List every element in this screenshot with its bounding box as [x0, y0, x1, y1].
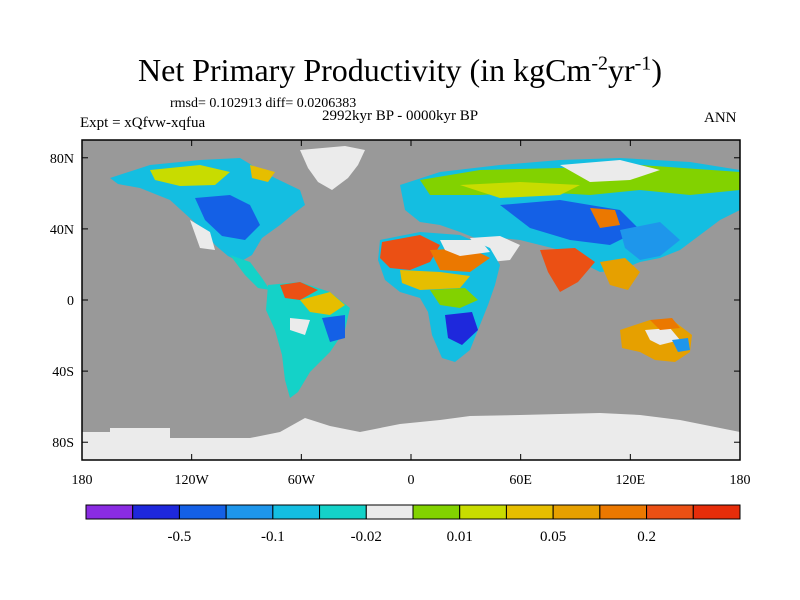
middle-east: [470, 236, 520, 262]
sahara-light: [440, 240, 490, 256]
lon-tick-label: 180: [72, 473, 93, 488]
east-asia: [620, 222, 680, 260]
eurasia-red-pocket: [590, 208, 620, 228]
latitude-axis: 80N 40N 0 40S 80S: [50, 152, 740, 451]
stats-line: rmsd= 0.102913 diff= 0.0206383: [170, 96, 356, 112]
colorbar-swatch: [412, 504, 461, 520]
colorbar-swatch: [319, 504, 367, 520]
greenland: [300, 146, 365, 190]
australia-blue: [672, 338, 690, 352]
na-yellow-north: [250, 165, 275, 182]
colorbar-label: -0.02: [351, 529, 382, 545]
africa-blue-south: [445, 312, 478, 345]
colorbar-swatch: [552, 504, 601, 520]
lat-tick-label: 80S: [52, 436, 74, 451]
lon-tick-label: 180: [730, 473, 751, 488]
colorbar-label: 0.2: [637, 529, 656, 545]
eurasia-light-north: [560, 160, 660, 182]
se-asia: [600, 258, 640, 290]
lon-tick-label: 120E: [616, 473, 646, 488]
experiment-label: Expt = xQfvw-xqfua: [80, 115, 206, 131]
diff-value: 0.0206383: [296, 96, 357, 111]
colorbar-swatch: [178, 504, 227, 520]
lat-tick-label: 40S: [52, 365, 74, 380]
title-exponent-2: -1: [634, 52, 652, 75]
lon-tick-label: 60W: [288, 473, 316, 488]
title-suffix: ): [651, 52, 662, 88]
colorbar-swatch: [599, 504, 648, 520]
sahara-red: [380, 235, 440, 270]
title-exponent-1: -2: [591, 52, 608, 75]
lon-tick-label: 60E: [509, 473, 532, 488]
colorbar-swatch: [365, 504, 414, 520]
rmsd-label: rmsd=: [170, 96, 206, 111]
australia-light: [645, 328, 680, 345]
sa-light: [290, 318, 310, 335]
lon-tick-label: 0: [408, 473, 415, 488]
sahel-yellow: [400, 270, 470, 290]
map-field: [82, 140, 740, 460]
title-mid: yr: [607, 52, 635, 88]
colorbar-swatch: [459, 504, 507, 520]
sa-red: [280, 282, 318, 300]
colorbar-swatch: [692, 504, 741, 520]
na-light-west: [190, 220, 215, 250]
colorbar-swatch: [505, 504, 554, 520]
africa-green: [430, 288, 478, 308]
na-green-north: [150, 165, 230, 186]
antarctica: [82, 413, 740, 460]
central-america: [230, 255, 270, 290]
sa-yellow: [300, 292, 345, 315]
lat-tick-label: 40N: [50, 223, 74, 238]
diff-label: diff=: [265, 96, 294, 111]
title-prefix: Net Primary Productivity (in kgCm: [138, 52, 592, 88]
na-blue-west: [195, 195, 260, 240]
rmsd-value: 0.102913: [209, 96, 262, 111]
period-label: 2992kyr BP - 0000kyr BP: [322, 108, 479, 124]
eurasia-yellow: [460, 182, 580, 198]
colorbar-label: -0.5: [168, 529, 192, 545]
lat-tick-label: 0: [67, 294, 74, 309]
australia-orange: [650, 318, 680, 330]
colorbar-swatch: [132, 504, 180, 520]
season-label: ANN: [704, 110, 737, 126]
india: [540, 248, 595, 292]
colorbar-label: -0.1: [261, 529, 285, 545]
colorbar-label: 0.05: [540, 529, 566, 545]
colorbar-label: 0.01: [447, 529, 473, 545]
colorbar-swatch: [272, 504, 321, 520]
lat-tick-label: 80N: [50, 152, 74, 167]
colorbar-swatch: [85, 504, 134, 520]
plot-title: Net Primary Productivity (in kgCm-2yr-1): [0, 52, 800, 89]
lon-tick-label: 120W: [175, 473, 210, 488]
colorbar-swatch: [225, 504, 274, 520]
longitude-axis: 180 120W 60W 0 60E 120E 180: [72, 140, 751, 488]
sa-blue: [322, 315, 345, 342]
colorbar: -0.5 -0.1 -0.02 0.01 0.05 0.2: [85, 504, 741, 545]
colorbar-swatch: [646, 504, 694, 520]
